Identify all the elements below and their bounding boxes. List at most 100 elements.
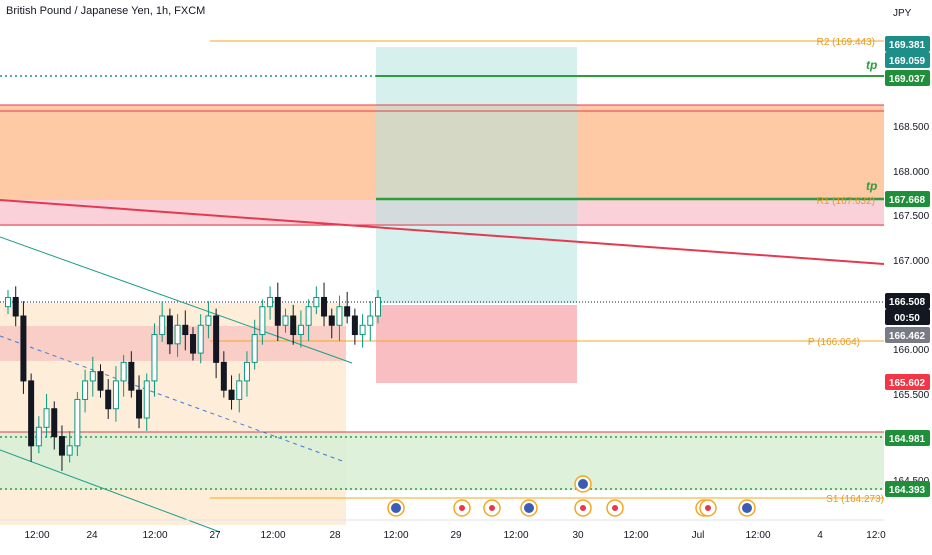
trend-line-red [0, 199, 885, 265]
candle-body [74, 398, 81, 447]
price-tick: 165.500 [893, 390, 930, 401]
candle-body [58, 436, 65, 456]
r2-label: R2 (169.443) [817, 37, 875, 48]
candle-body [143, 380, 150, 419]
target-zone [376, 47, 577, 303]
channel-lower-line [0, 449, 221, 533]
price-label: 169.381 [889, 40, 926, 51]
event-icon-inner [612, 505, 618, 511]
price-label-group: 169.381 169.059 169.037 167.668 166.508 00:50… [885, 36, 930, 497]
candle-body [359, 324, 366, 336]
event-icon-inner [580, 505, 586, 511]
event-icon-inner [705, 505, 711, 511]
time-tick: 30 [572, 530, 584, 541]
candle-body [282, 315, 289, 326]
channel-mid-line [0, 335, 346, 463]
candle-body [120, 361, 127, 382]
price-label-bg [885, 374, 930, 390]
candle-body [112, 380, 119, 410]
time-tick: 12:0 [866, 530, 886, 541]
candle-body [243, 361, 250, 382]
candle-body [375, 296, 381, 317]
candle-body [290, 315, 297, 336]
candle-body [151, 334, 158, 382]
time-tick: 12:00 [503, 530, 528, 541]
candle-body [205, 315, 212, 326]
candle-body [367, 315, 374, 326]
price-label-bg [885, 293, 930, 309]
candle-body [228, 389, 235, 400]
event-icon-inner [391, 503, 401, 513]
price-label: 166.462 [889, 331, 926, 342]
candle-body [159, 315, 166, 336]
candle-body [213, 315, 220, 363]
s1-label: S1 (164.273) [826, 494, 884, 505]
price-label-bg [885, 70, 930, 86]
candle-body [220, 361, 227, 391]
candle-body [336, 306, 343, 326]
time-tick: 12:00 [142, 530, 167, 541]
event-icon-inner [524, 503, 534, 513]
candles-group [5, 282, 381, 471]
candle-body [305, 306, 312, 326]
candle-body [351, 315, 358, 336]
time-tick: 4 [817, 530, 823, 541]
price-label: 166.508 [889, 297, 926, 308]
price-label: 165.602 [889, 378, 926, 389]
price-label-bg [885, 309, 930, 325]
price-label: 00:50 [894, 313, 920, 324]
time-axis[interactable]: 12:00 24 12:00 27 12:00 28 12:00 29 12:00 30 12:00… [24, 530, 886, 541]
candle-body [344, 306, 351, 317]
candle-body [35, 426, 42, 447]
candle-body [197, 324, 204, 354]
price-label: 164.393 [889, 485, 926, 496]
price-tick: 166.000 [893, 345, 930, 356]
candle-body [43, 408, 50, 428]
event-icon-inner [742, 503, 752, 513]
candle-body [82, 380, 89, 400]
price-label-bg [885, 430, 930, 446]
price-label-bg [885, 327, 930, 343]
chart-title: British Pound / Japanese Yen, 1h, FXCM [6, 5, 206, 17]
stop-zone [376, 305, 577, 383]
candle-body [236, 380, 243, 400]
time-tick: Jul [692, 530, 705, 541]
time-tick: 12:00 [623, 530, 648, 541]
candle-body [274, 296, 281, 326]
order-block-upper [0, 326, 346, 361]
candle-body [313, 296, 320, 308]
candle-body [66, 445, 73, 456]
candle-body [321, 296, 328, 317]
price-label-bg [885, 52, 930, 68]
currency-unit: JPY [893, 8, 912, 19]
candle-body [105, 389, 112, 410]
price-tick: 167.000 [893, 256, 930, 267]
candle-body [182, 324, 189, 336]
price-tick: 167.500 [893, 211, 930, 222]
price-label-bg [885, 481, 930, 497]
tp-label-upper: tp [866, 58, 877, 72]
candle-body [174, 324, 181, 345]
price-tick: 168.000 [893, 167, 930, 178]
time-tick: 12:00 [260, 530, 285, 541]
price-label: 169.059 [889, 56, 926, 67]
candle-body [297, 324, 304, 336]
event-icon-inner [578, 479, 588, 489]
price-label-bg [885, 36, 930, 52]
candle-body [251, 334, 258, 363]
price-tick: 168.500 [893, 122, 930, 133]
candle-body [89, 371, 96, 382]
event-markers[interactable] [387, 475, 756, 517]
candle-body [12, 296, 19, 317]
tp-label-lower: tp [866, 179, 877, 193]
candle-body [136, 389, 143, 419]
candle-body [166, 315, 173, 345]
time-tick: 24 [86, 530, 98, 541]
pivot-label: P (166.064) [808, 337, 860, 348]
price-label: 164.981 [889, 434, 926, 445]
candle-body [190, 334, 196, 354]
time-tick: 29 [450, 530, 462, 541]
candle-body [20, 315, 27, 382]
